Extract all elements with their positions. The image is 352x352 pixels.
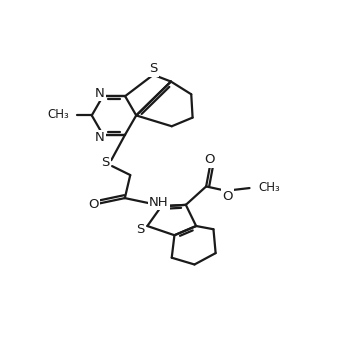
Text: O: O <box>222 190 233 203</box>
Text: S: S <box>136 223 145 236</box>
Text: S: S <box>101 156 109 169</box>
Text: CH₃: CH₃ <box>258 181 280 194</box>
Text: NH: NH <box>149 196 169 209</box>
Text: S: S <box>149 62 157 75</box>
Text: CH₃: CH₃ <box>48 108 69 121</box>
Text: N: N <box>95 87 105 100</box>
Text: N: N <box>95 131 105 144</box>
Text: O: O <box>88 198 99 211</box>
Text: O: O <box>204 153 215 166</box>
